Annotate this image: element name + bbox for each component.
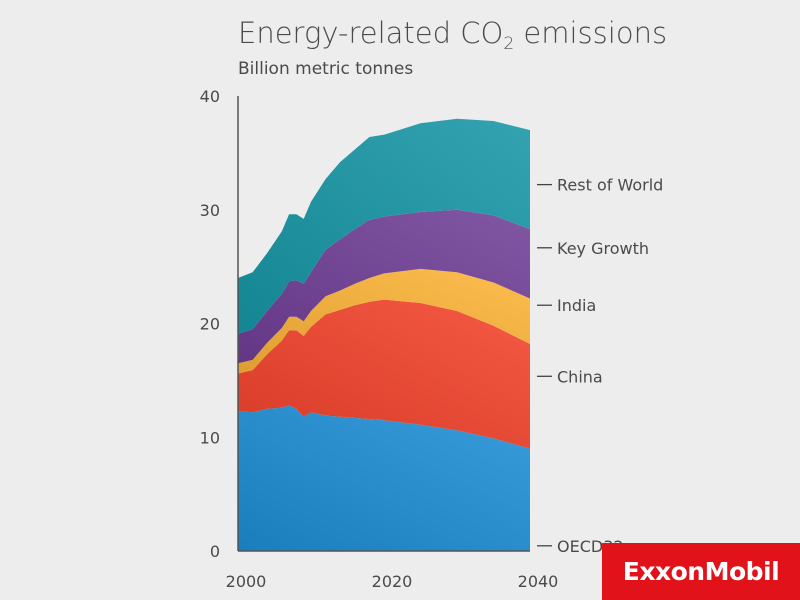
area-china (238, 299, 530, 449)
legend-item-china: China (537, 367, 603, 386)
x-tick-label-2020: 2020 (372, 572, 413, 591)
chart-title: Energy-related CO2 emissions (238, 16, 667, 54)
area-oecd32 (238, 405, 530, 551)
area-india (238, 268, 530, 374)
chart-title-subscript: 2 (503, 34, 515, 54)
y-tick-label-30: 30 (200, 201, 220, 220)
chart-subtitle: Billion metric tonnes (238, 59, 414, 79)
y-tick-label-20: 20 (200, 315, 220, 334)
exxonmobil-logo: ExxonMobil (602, 543, 800, 600)
chart-title-tail: emissions (514, 16, 668, 50)
y-tick-label-0: 0 (210, 542, 220, 561)
legend-item-key-growth: Key Growth (537, 239, 649, 258)
area-rest-of-world (238, 118, 530, 334)
legend-label-china: China (557, 367, 603, 386)
legend-item-rest-of-world: Rest of World (537, 176, 663, 195)
x-tick-label-2000: 2000 (226, 572, 267, 591)
y-tick-label-40: 40 (200, 87, 220, 106)
x-tick-label-2040: 2040 (518, 572, 559, 591)
legend-label-rest-of-world: Rest of World (557, 176, 663, 195)
legend-label-key-growth: Key Growth (557, 239, 649, 258)
chart-title-main: Energy-related CO (238, 16, 504, 50)
legend-label-india: India (557, 296, 596, 315)
legend-item-india: India (537, 296, 596, 315)
area-key-growth (238, 209, 530, 364)
logo-text: ExxonMobil (622, 557, 780, 586)
y-tick-label-10: 10 (200, 428, 220, 447)
